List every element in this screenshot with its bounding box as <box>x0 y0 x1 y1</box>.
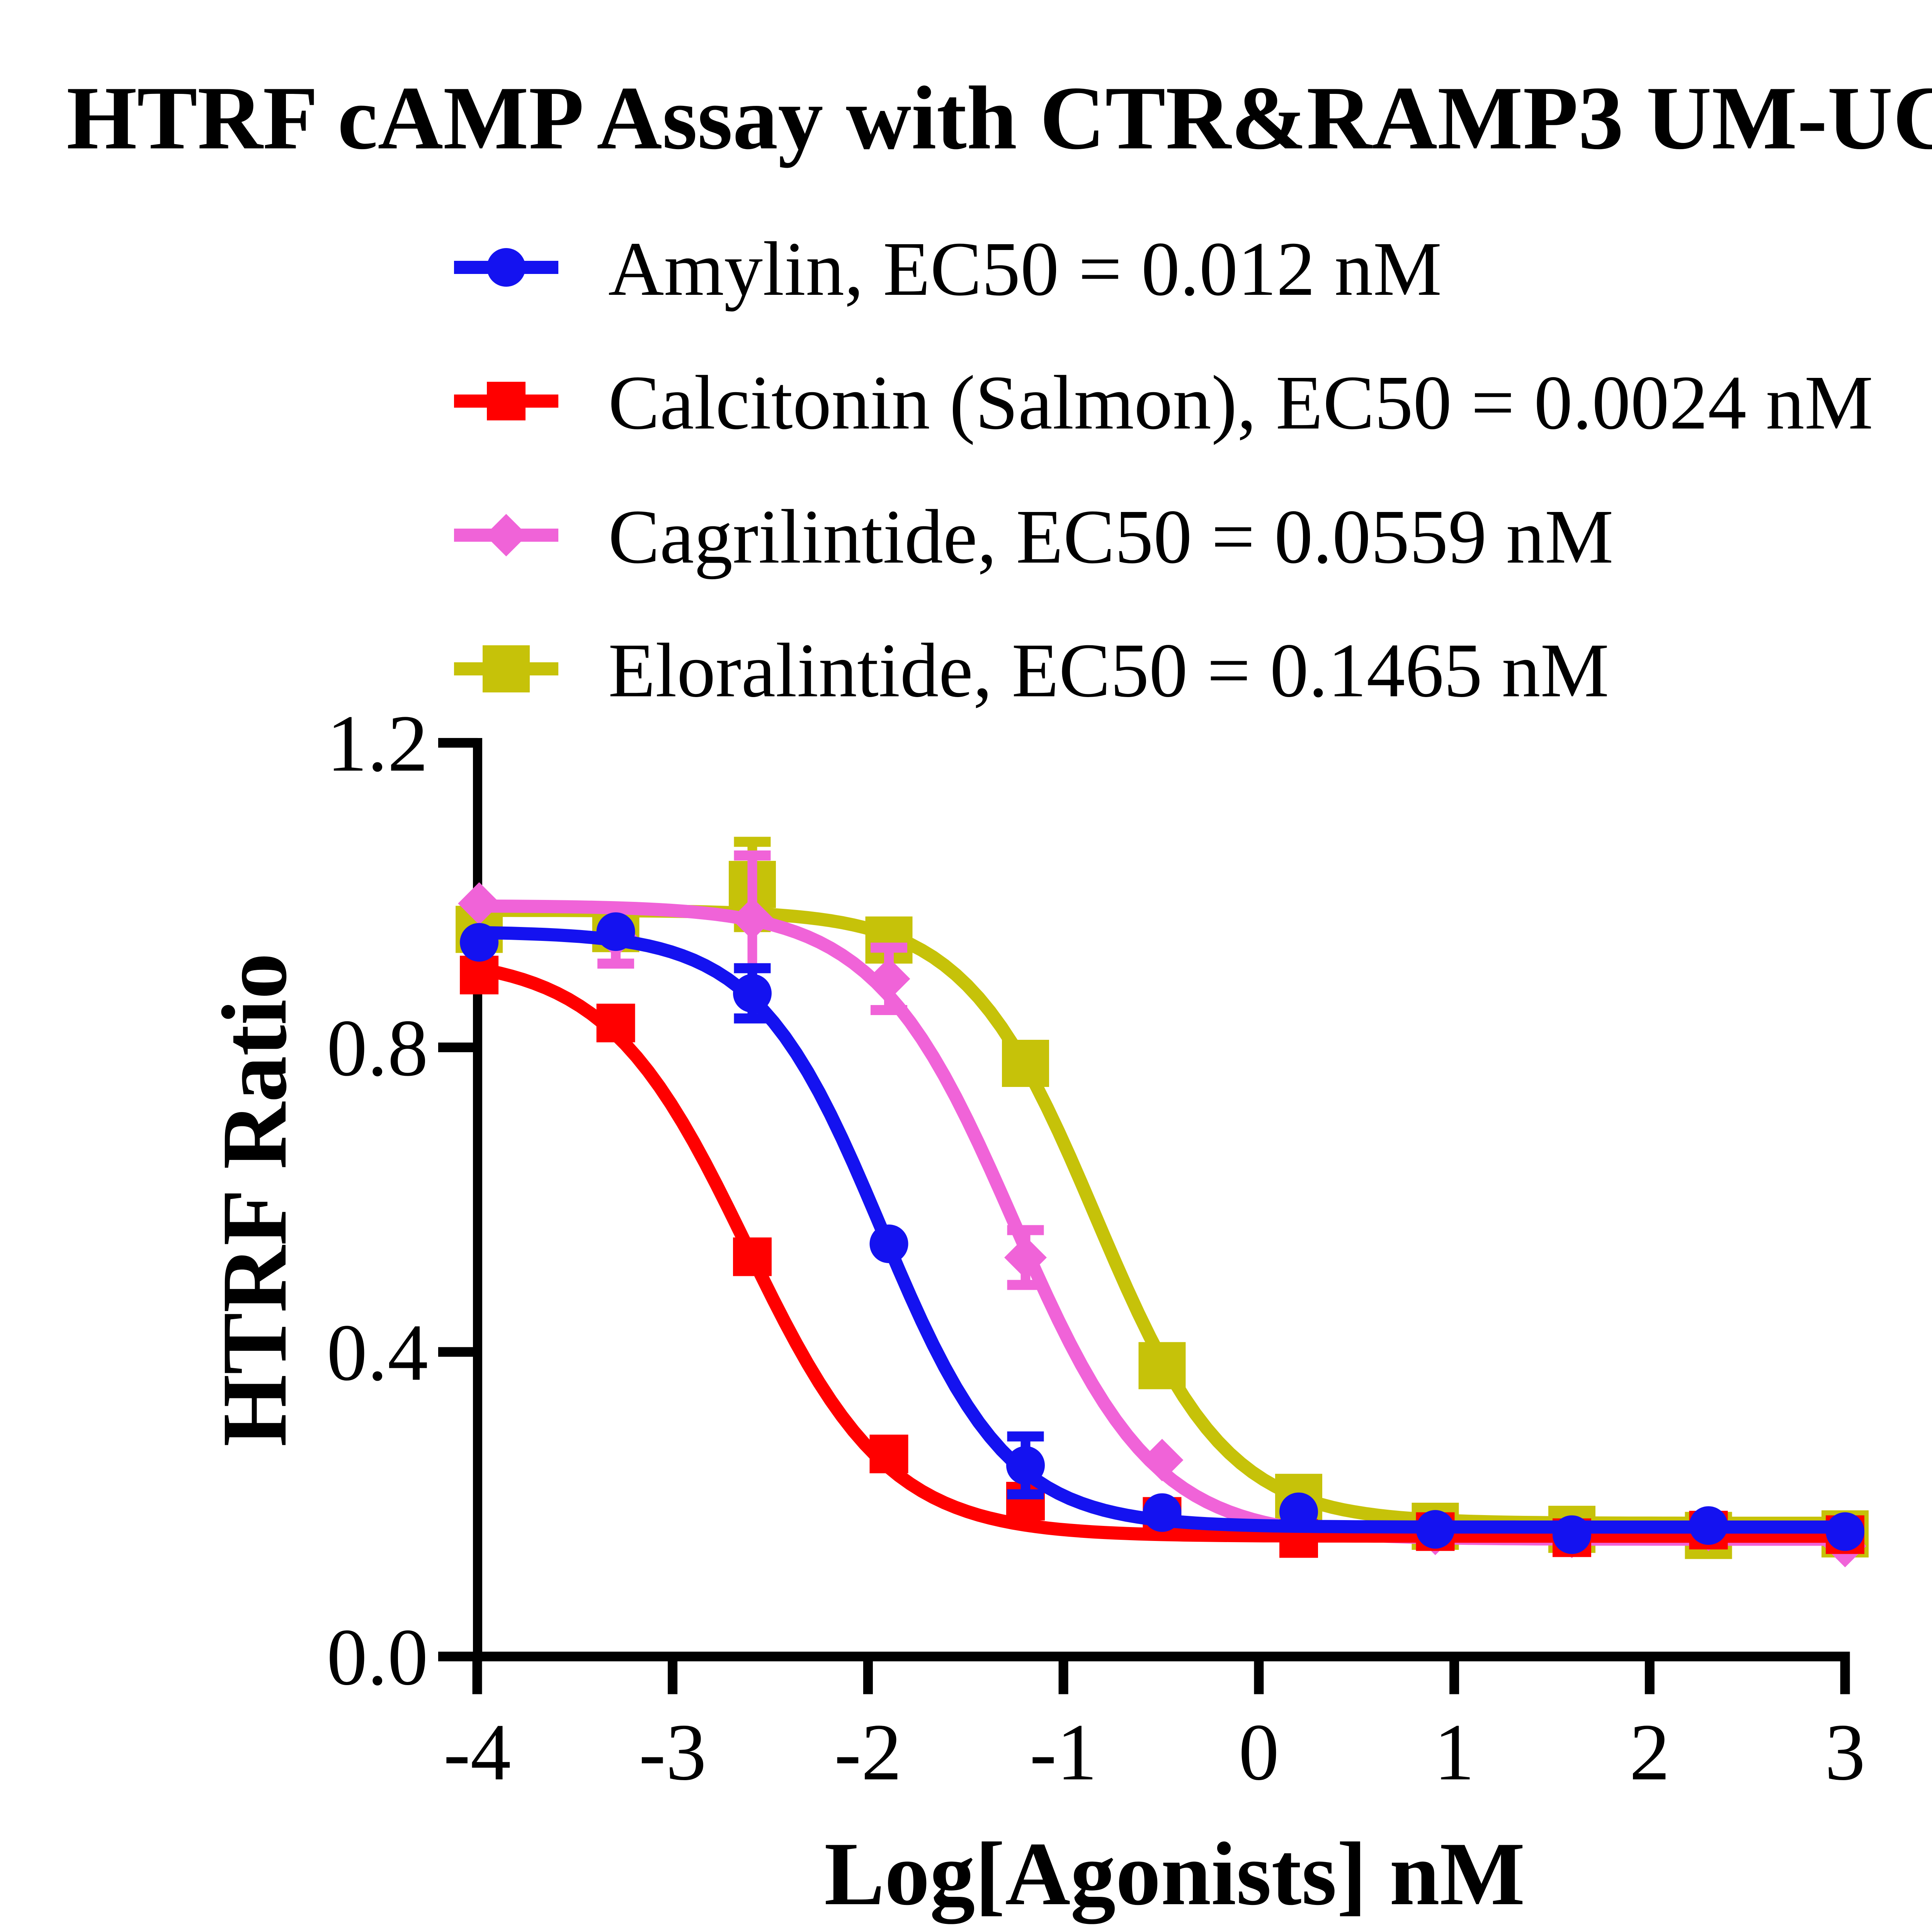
svg-text:0.0: 0.0 <box>327 1612 429 1702</box>
svg-text:-4: -4 <box>444 1708 511 1797</box>
svg-text:3: 3 <box>1825 1708 1866 1797</box>
svg-text:Eloralintide, EC50 = 0.1465 nM: Eloralintide, EC50 = 0.1465 nM <box>608 628 1609 713</box>
svg-text:-1: -1 <box>1030 1708 1097 1797</box>
svg-text:0: 0 <box>1238 1708 1279 1797</box>
svg-text:-2: -2 <box>834 1708 902 1797</box>
svg-text:0.8: 0.8 <box>327 1003 429 1093</box>
svg-text:HTRF Ratio: HTRF Ratio <box>203 953 306 1447</box>
svg-text:Amylin, EC50 = 0.012 nM: Amylin, EC50 = 0.012 nM <box>608 226 1442 312</box>
svg-text:1.2: 1.2 <box>327 699 429 788</box>
svg-text:Cagrilintide, EC50 = 0.0559 nM: Cagrilintide, EC50 = 0.0559 nM <box>608 494 1614 580</box>
svg-text:0.4: 0.4 <box>327 1308 429 1398</box>
svg-text:1: 1 <box>1434 1708 1475 1797</box>
svg-text:Log[Agonists] nM: Log[Agonists] nM <box>824 1823 1525 1924</box>
svg-text:2: 2 <box>1629 1708 1670 1797</box>
svg-text:HTRF cAMP Assay with CTR&RAMP3: HTRF cAMP Assay with CTR&RAMP3 UM-UC-3 (… <box>66 68 1932 168</box>
svg-text:Calcitonin (Salmon), EC50 = 0.: Calcitonin (Salmon), EC50 = 0.0024 nM <box>608 360 1873 446</box>
svg-text:-3: -3 <box>639 1708 706 1797</box>
